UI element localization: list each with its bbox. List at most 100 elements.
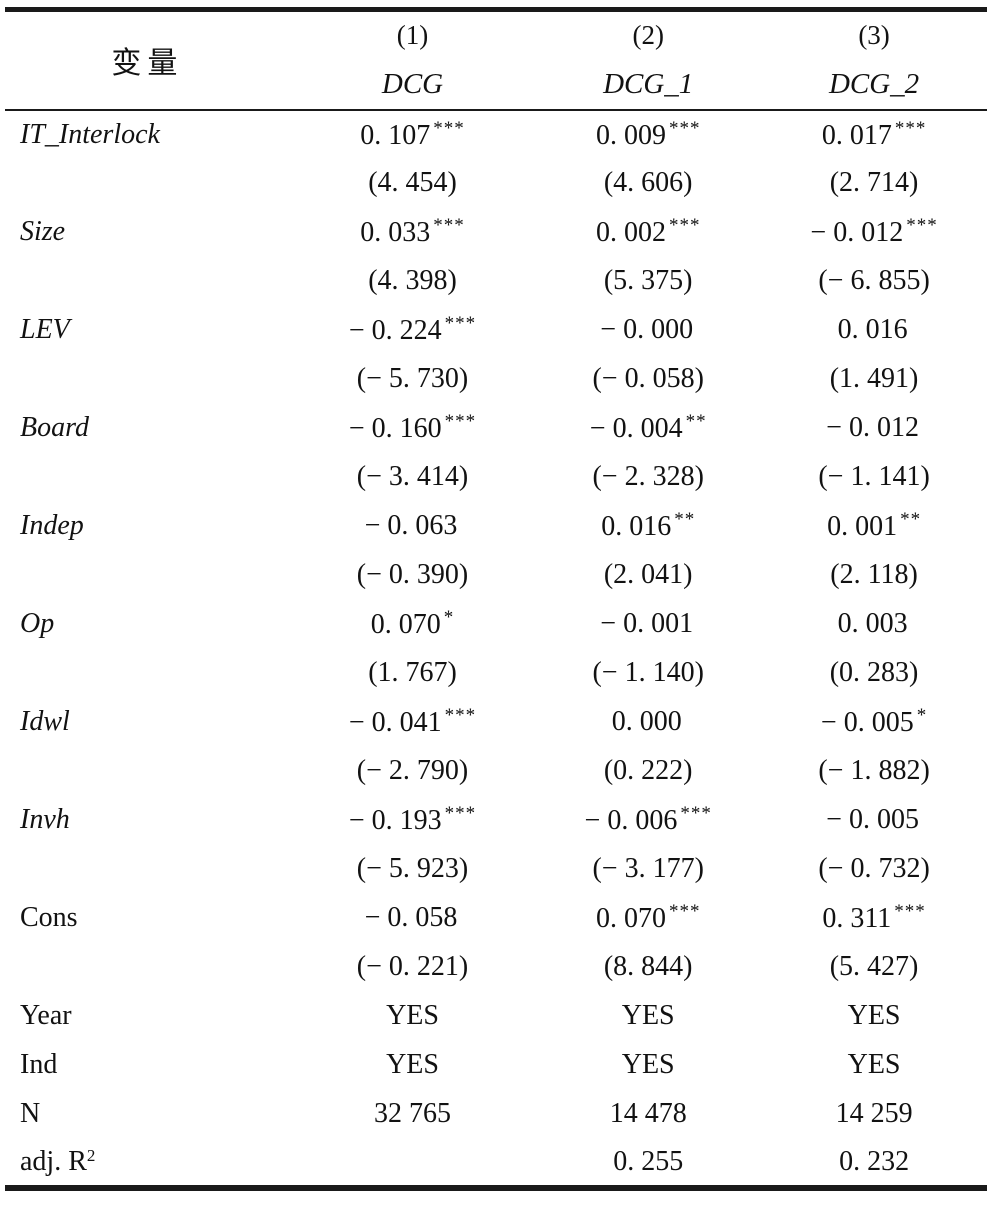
empty-label-cell (5, 159, 290, 208)
stat-value-cell: 0. 232 (839, 1145, 910, 1177)
coefficient-cell: − 0. 005 * (761, 698, 987, 747)
coefficient-value: − 0. 012 (810, 217, 904, 248)
header-model-dcg-1: DCG_1 (603, 67, 694, 100)
coefficient-cell: − 0. 041 *** (290, 698, 536, 747)
tstat-cell: (0. 283) (829, 657, 919, 688)
empty-label-cell (5, 453, 290, 502)
variable-label: Indep (20, 510, 84, 541)
coefficient-value: 0. 017 (821, 119, 892, 151)
tstat-row: (4. 454) (4. 606) (2. 714) (5, 159, 987, 208)
significance-stars: *** (444, 803, 477, 824)
table-header: 变量 (1) (2) (3) DCG DCG_1 DCG_2 (5, 10, 987, 110)
stat-value-cell (290, 1139, 536, 1188)
tstat-cell: (− 0. 221) (356, 951, 469, 982)
tstat-cell: (2. 118) (830, 559, 918, 590)
significance-stars: * (443, 607, 455, 628)
tstat-cell: (5. 375) (603, 265, 693, 296)
tstat-cell: (2. 714) (829, 167, 919, 198)
stat-label: N (5, 1090, 290, 1139)
stat-label-text: N (20, 1098, 41, 1129)
tstat-row: (1. 767) (− 1. 140) (0. 283) (5, 649, 987, 698)
coefficient-cell: 0. 070 * (290, 600, 536, 649)
tstat-row: (4. 398) (5. 375) (− 6. 855) (5, 257, 987, 306)
stat-value-cell: 32 765 (374, 1098, 452, 1129)
tstat-cell: (1. 767) (368, 657, 457, 688)
variable-label: IT_Interlock (20, 118, 160, 150)
tstat-cell: (− 3. 177) (592, 853, 704, 884)
stat-row: N 32 765 14 478 14 259 (5, 1090, 987, 1139)
stat-row: Year YES YES YES (5, 992, 987, 1041)
coefficient-cell: − 0. 058 (290, 894, 536, 943)
coefficient-cell: − 0. 012 (761, 404, 987, 453)
empty-label-cell (5, 943, 290, 992)
coefficient-value: − 0. 001 (600, 608, 694, 639)
coefficient-value: 0. 001 (827, 511, 898, 542)
coefficient-value: − 0. 005 (820, 707, 914, 738)
coefficient-row: Board − 0. 160 *** − 0. 004 ** − 0. 012 (5, 404, 987, 453)
significance-stars: *** (444, 313, 477, 334)
header-row-models: DCG DCG_1 DCG_2 (5, 60, 987, 110)
stat-label-text: adj. R (20, 1145, 87, 1177)
stat-label-text: Ind (20, 1049, 58, 1080)
stat-value-cell: YES (621, 1049, 675, 1080)
tstat-cell: (− 1. 140) (592, 657, 704, 688)
stat-value-cell: YES (621, 1000, 675, 1031)
coefficient-value: 0. 107 (360, 119, 431, 151)
header-row-numbers: 变量 (1) (2) (3) (5, 10, 987, 80)
stat-value-cell: YES (386, 1000, 439, 1031)
stat-row: adj. R2 0. 255 0. 232 (5, 1139, 987, 1188)
coefficient-value: 0. 033 (360, 217, 431, 248)
coefficient-cell: − 0. 001 (535, 600, 761, 649)
tstat-cell: (− 5. 730) (356, 363, 469, 394)
coefficient-cell: 0. 016 ** (535, 502, 761, 551)
significance-stars: * (916, 705, 928, 726)
header-col-3-number: (3) (858, 20, 890, 51)
coefficient-value: 0. 003 (837, 608, 908, 639)
significance-stars: *** (433, 117, 465, 139)
empty-label-cell (5, 845, 290, 894)
header-model-dcg-2: DCG_2 (828, 67, 920, 100)
coefficient-cell: − 0. 063 (290, 502, 536, 551)
coefficient-value: − 0. 006 (584, 805, 678, 836)
tstat-cell: (− 2. 790) (356, 755, 469, 786)
coefficient-cell: 0. 017 *** (761, 110, 987, 159)
tstat-cell: (− 5. 923) (356, 853, 469, 884)
tstat-cell: (− 0. 390) (356, 559, 469, 590)
coefficient-value: 0. 070 (370, 609, 441, 640)
coefficient-cell: 0. 107 *** (290, 110, 536, 159)
header-col-2-number: (2) (632, 20, 664, 51)
coefficient-value: 0. 016 (601, 511, 672, 542)
significance-stars: ** (685, 411, 707, 432)
coefficient-cell: 0. 016 (761, 306, 987, 355)
coefficient-cell: 0. 033 *** (290, 208, 536, 257)
variable-label: Board (20, 412, 89, 443)
significance-stars: *** (894, 117, 927, 139)
tstat-cell: (4. 454) (368, 167, 457, 198)
stat-label-text: Year (20, 1000, 72, 1031)
coefficient-value: − 0. 012 (826, 412, 919, 443)
regression-table-container: 变量 (1) (2) (3) DCG DCG_1 DCG_2 IT_Interl… (5, 7, 987, 1191)
coefficient-cell: 0. 070 *** (535, 894, 761, 943)
coefficient-row: Op 0. 070 * − 0. 001 0. 003 (5, 600, 987, 649)
significance-stars: *** (680, 803, 712, 824)
tstat-row: (− 0. 221) (8. 844) (5. 427) (5, 943, 987, 992)
stat-value-cell: YES (847, 1049, 901, 1080)
stat-row: Ind YES YES YES (5, 1041, 987, 1090)
tstat-cell: (1. 491) (829, 363, 919, 394)
significance-stars: *** (894, 901, 926, 922)
tstat-cell: (− 3. 414) (356, 461, 469, 492)
coefficient-value: − 0. 005 (826, 804, 919, 835)
coefficient-value: 0. 009 (595, 119, 666, 151)
significance-stars: *** (444, 411, 477, 432)
empty-label-cell (5, 355, 290, 404)
tstat-cell: (− 1. 882) (818, 755, 930, 786)
significance-stars: *** (444, 705, 477, 726)
coefficient-cell: 0. 311 *** (761, 894, 987, 943)
coefficient-value: 0. 070 (595, 903, 666, 934)
header-variable-label: 变量 (111, 47, 184, 81)
tstat-row: (− 2. 790) (0. 222) (− 1. 882) (5, 747, 987, 796)
coefficient-cell: − 0. 224 *** (290, 306, 536, 355)
table-body: IT_Interlock 0. 107 *** 0. 009 *** 0. 017 ***(… (5, 110, 987, 1188)
coefficient-row: Invh − 0. 193 *** − 0. 006 *** − 0. 005 (5, 796, 987, 845)
variable-label: Cons (20, 902, 78, 933)
